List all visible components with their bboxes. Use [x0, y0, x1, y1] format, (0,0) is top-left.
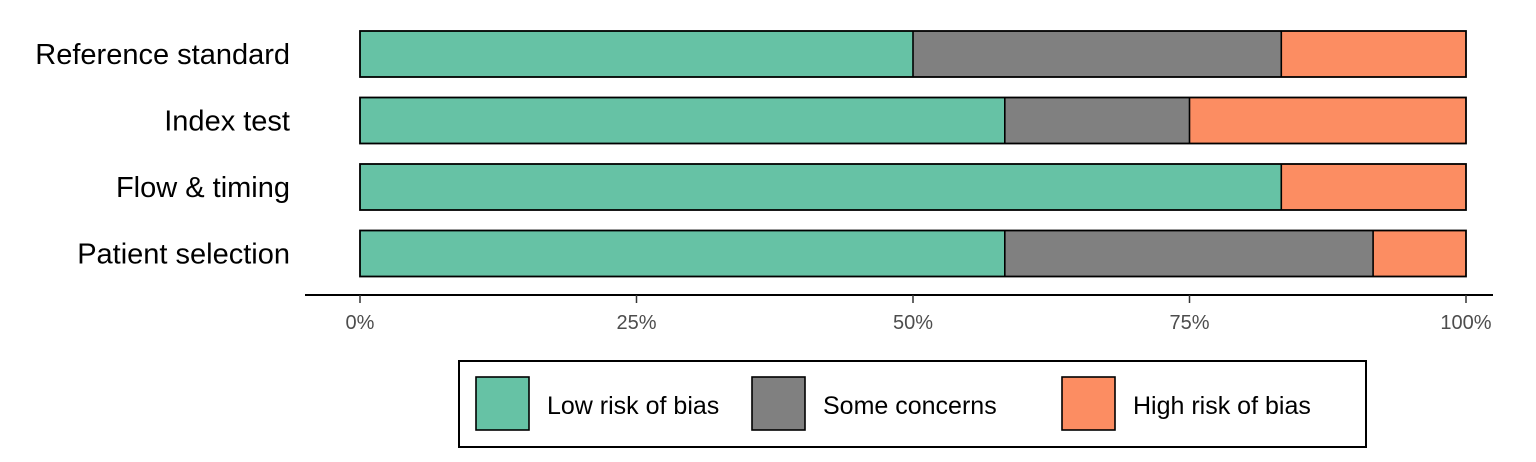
bar-flow-and-timing-high-risk-of-bias	[1281, 164, 1466, 210]
bar-patient-selection-some-concerns	[1004, 230, 1374, 277]
bar-index-test-low-risk-of-bias	[360, 97, 1005, 144]
category-label-reference-standard: Reference standard	[35, 39, 290, 71]
bar-outline-flow-and-timing	[359, 163, 1467, 211]
category-label-index-test: Index test	[164, 106, 290, 138]
legend-swatch-some-concerns	[751, 376, 806, 431]
bar-reference-standard-high-risk-of-bias	[1281, 31, 1466, 77]
bar-index-test-some-concerns	[1004, 97, 1190, 144]
bar-index-test-high-risk-of-bias	[1189, 97, 1466, 144]
category-label-flow-and-timing: Flow & timing	[116, 172, 290, 204]
category-label-patient-selection: Patient selection	[77, 239, 290, 271]
legend-label-high-risk-of-bias: High risk of bias	[1133, 392, 1311, 420]
legend-box	[458, 360, 1367, 448]
bar-group	[359, 30, 1467, 278]
bar-patient-selection-low-risk-of-bias	[360, 230, 1005, 277]
x-tick-label-75: 75%	[1169, 312, 1209, 334]
x-tick-label-25: 25%	[616, 312, 656, 334]
category-labels: Reference standard Index test Flow & timin…	[35, 39, 290, 271]
bar-patient-selection-high-risk-of-bias	[1373, 230, 1466, 277]
legend-label-low-risk-of-bias: Low risk of bias	[547, 392, 719, 420]
bar-flow-and-timing-low-risk-of-bias	[360, 164, 1282, 210]
bar-outline-patient-selection	[359, 229, 1467, 278]
bar-reference-standard-low-risk-of-bias	[360, 31, 913, 77]
bar-outline-reference-standard	[359, 30, 1467, 78]
bar-outline-index-test	[359, 96, 1467, 145]
legend-swatch-low-risk-of-bias	[475, 376, 530, 431]
x-tick-label-0: 0%	[346, 312, 375, 334]
legend: Low risk of bias Some concerns High risk o…	[458, 360, 1367, 448]
x-tick-label-100: 100%	[1440, 312, 1491, 334]
x-tick-label-50: 50%	[893, 312, 933, 334]
bar-reference-standard-some-concerns	[913, 31, 1282, 77]
x-axis-ticks: 0% 25% 50% 75% 100%	[346, 295, 1492, 334]
legend-label-some-concerns: Some concerns	[823, 392, 997, 420]
legend-swatch-high-risk-of-bias	[1061, 376, 1116, 431]
